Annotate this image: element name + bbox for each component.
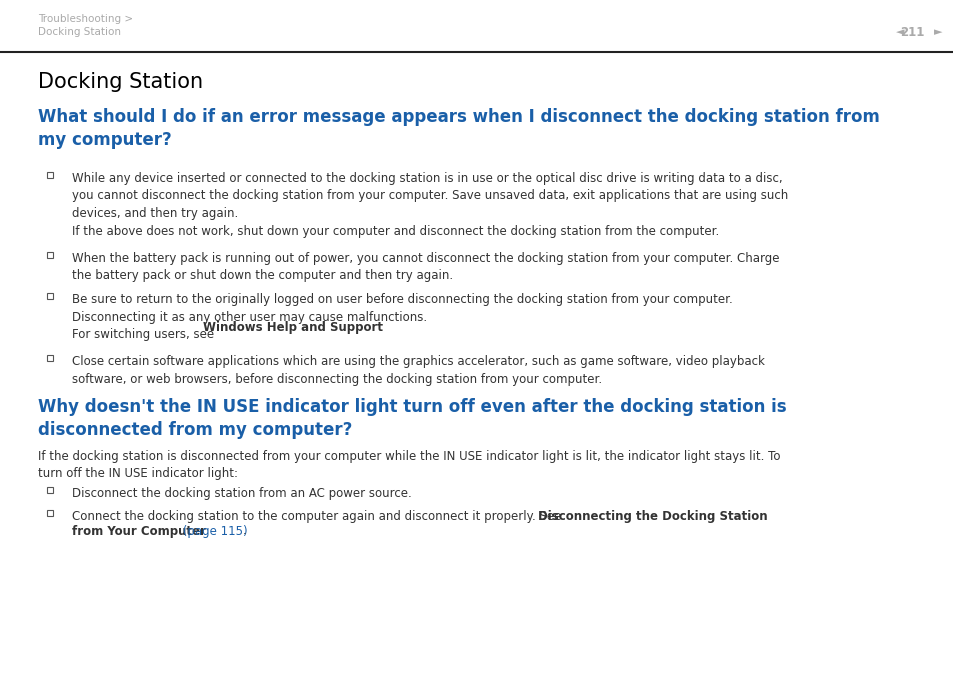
Text: Disconnect the docking station from an AC power source.: Disconnect the docking station from an A…: [71, 487, 412, 500]
Bar: [47, 355, 53, 361]
Text: .: .: [243, 524, 247, 537]
Text: Connect the docking station to the computer again and disconnect it properly. Se: Connect the docking station to the compu…: [71, 510, 564, 523]
Text: 211: 211: [899, 26, 923, 38]
Bar: [47, 172, 53, 178]
Text: While any device inserted or connected to the docking station is in use or the o: While any device inserted or connected t…: [71, 172, 787, 237]
Text: What should I do if an error message appears when I disconnect the docking stati: What should I do if an error message app…: [38, 108, 879, 149]
Text: ►: ►: [933, 27, 942, 37]
Text: When the battery pack is running out of power, you cannot disconnect the docking: When the battery pack is running out of …: [71, 252, 779, 282]
Text: Windows Help and Support: Windows Help and Support: [203, 321, 382, 334]
Text: from Your Computer: from Your Computer: [71, 524, 206, 537]
Text: Troubleshooting >: Troubleshooting >: [38, 14, 133, 24]
Bar: [47, 252, 53, 258]
Text: ◄: ◄: [895, 27, 903, 37]
Bar: [47, 293, 53, 299]
Bar: [47, 510, 53, 516]
Text: Disconnecting the Docking Station: Disconnecting the Docking Station: [537, 510, 767, 523]
Text: If the docking station is disconnected from your computer while the IN USE indic: If the docking station is disconnected f…: [38, 450, 780, 481]
Text: Close certain software applications which are using the graphics accelerator, su: Close certain software applications whic…: [71, 355, 764, 386]
Text: Docking Station: Docking Station: [38, 72, 203, 92]
Text: Why doesn't the IN USE indicator light turn off even after the docking station i: Why doesn't the IN USE indicator light t…: [38, 398, 786, 439]
Text: (page 115): (page 115): [179, 524, 248, 537]
Bar: [47, 487, 53, 493]
Text: .: .: [348, 321, 352, 334]
Text: Be sure to return to the originally logged on user before disconnecting the dock: Be sure to return to the originally logg…: [71, 293, 732, 341]
Text: Docking Station: Docking Station: [38, 27, 121, 37]
